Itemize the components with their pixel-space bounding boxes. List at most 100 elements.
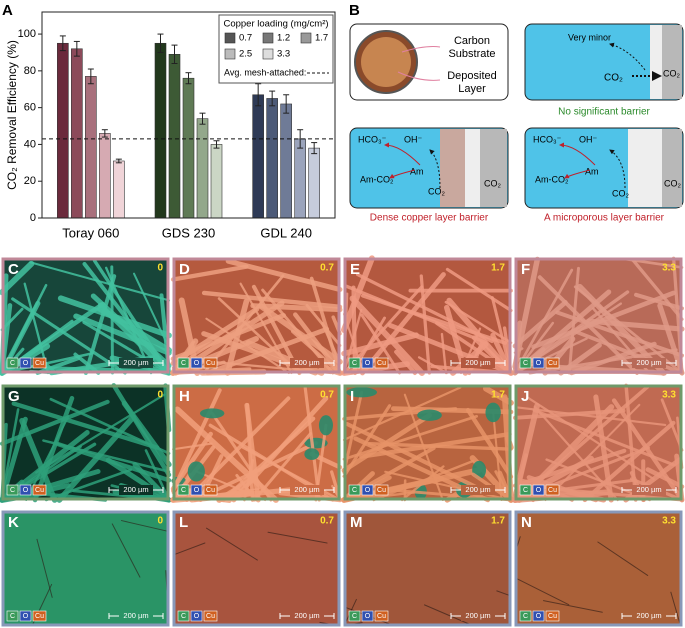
fiber xyxy=(516,478,607,503)
channel-label: C xyxy=(10,613,15,620)
fiber xyxy=(342,309,363,375)
bar xyxy=(210,144,223,219)
channel-box xyxy=(177,484,190,496)
micrograph-border xyxy=(172,510,341,627)
bar xyxy=(99,133,111,219)
fiber xyxy=(400,465,445,502)
micrograph: D 0.7 C O Cu 200 µm xyxy=(170,257,343,376)
channel-box xyxy=(32,357,47,369)
arrow xyxy=(389,169,416,179)
loading-label: 1.7 xyxy=(491,516,505,527)
arrow xyxy=(564,169,591,179)
legend-label: 1.7 xyxy=(315,33,328,44)
micrograph: F 3.3 C O Cu 200 µm xyxy=(512,256,685,376)
bar xyxy=(85,76,97,219)
legend-swatch xyxy=(300,32,312,44)
fiber xyxy=(170,264,249,282)
y-tick-label: 100 xyxy=(18,28,36,40)
legend-label: Avg. mesh-attached: xyxy=(224,67,306,77)
label: Am-CO₂ xyxy=(360,174,394,184)
fiber xyxy=(224,298,250,376)
bar xyxy=(71,48,83,219)
channel-box xyxy=(348,484,361,496)
fiber xyxy=(349,295,425,376)
scale-bar-bg xyxy=(119,358,153,368)
label: Am-CO₂ xyxy=(535,174,569,184)
fiber xyxy=(35,393,166,474)
scale-bar-label: 200 µm xyxy=(123,485,148,494)
micrograph-border xyxy=(1,384,170,501)
label: CO₂ xyxy=(604,73,623,84)
scale-bar-label: 200 µm xyxy=(636,485,661,494)
fiber xyxy=(342,414,478,461)
scale-bar-label: 200 µm xyxy=(636,358,661,367)
micrograph-image xyxy=(173,511,340,626)
micrograph-border xyxy=(514,510,683,627)
exposed-patch xyxy=(485,402,501,423)
label: Layer xyxy=(458,83,486,95)
x-tick-label: GDL 240 xyxy=(260,225,312,240)
fiber xyxy=(0,416,28,503)
legend-label: 3.3 xyxy=(277,49,290,60)
fiber xyxy=(360,313,401,375)
loading-label: 0 xyxy=(157,263,163,274)
channel-label: O xyxy=(536,487,542,494)
panel-label: C xyxy=(8,261,19,278)
micrograph: G 0 C O Cu 200 µm xyxy=(0,383,172,503)
channel-box xyxy=(203,484,218,496)
channel-box xyxy=(177,610,190,622)
channel-box xyxy=(190,610,203,622)
panel-label: B xyxy=(349,2,360,19)
channel-label: Cu xyxy=(377,360,386,367)
panel-label: G xyxy=(8,388,20,405)
channel-label: O xyxy=(194,360,200,367)
fiber xyxy=(132,462,172,503)
scale-bar-bg xyxy=(632,358,666,368)
channel-label: O xyxy=(365,613,371,620)
fiber xyxy=(360,293,508,345)
box xyxy=(524,23,684,101)
label: CO₂ xyxy=(663,68,681,78)
channel-label: Cu xyxy=(206,487,215,494)
channel-box xyxy=(532,357,545,369)
legend-box xyxy=(218,14,334,84)
fiber xyxy=(174,406,279,503)
channel-box xyxy=(545,484,560,496)
loading-label: 3.3 xyxy=(662,516,676,527)
scale-bar-label: 200 µm xyxy=(123,358,148,367)
fiber xyxy=(144,449,171,502)
micrograph-image xyxy=(344,511,511,626)
label: OH⁻ xyxy=(404,134,423,144)
y-tick-label: 0 xyxy=(30,212,36,224)
fiber xyxy=(11,297,127,375)
micrograph-border xyxy=(514,257,683,374)
scale-bar-bg xyxy=(290,358,324,368)
micrograph-border xyxy=(514,384,683,501)
channel-box xyxy=(361,610,374,622)
fiber xyxy=(44,468,133,502)
exposed-patch xyxy=(199,408,225,419)
channel-label: O xyxy=(23,487,29,494)
fiber xyxy=(225,258,343,293)
bar xyxy=(57,42,69,219)
exposed-patch xyxy=(304,448,320,460)
scale-bar-bg xyxy=(461,611,495,621)
micrograph: M 1.7 C O Cu 200 µm xyxy=(343,510,512,627)
channel-label: O xyxy=(536,613,542,620)
channel-label: Cu xyxy=(377,613,386,620)
y-tick-label: 60 xyxy=(24,102,36,114)
legend-swatch xyxy=(224,32,236,44)
micrograph: I 1.7 C O Cu 200 µm xyxy=(341,384,514,503)
fiber xyxy=(569,341,657,376)
fiber xyxy=(32,395,75,503)
label: Am xyxy=(410,166,424,176)
panel-label: E xyxy=(350,261,360,278)
channel-label: C xyxy=(523,487,528,494)
substrate-layer xyxy=(662,129,682,207)
label: Carbon xyxy=(454,35,490,47)
loading-label: 0.7 xyxy=(320,516,334,527)
micrograph-border xyxy=(1,257,170,374)
pointer xyxy=(397,71,441,81)
deposit-disk xyxy=(361,37,411,87)
